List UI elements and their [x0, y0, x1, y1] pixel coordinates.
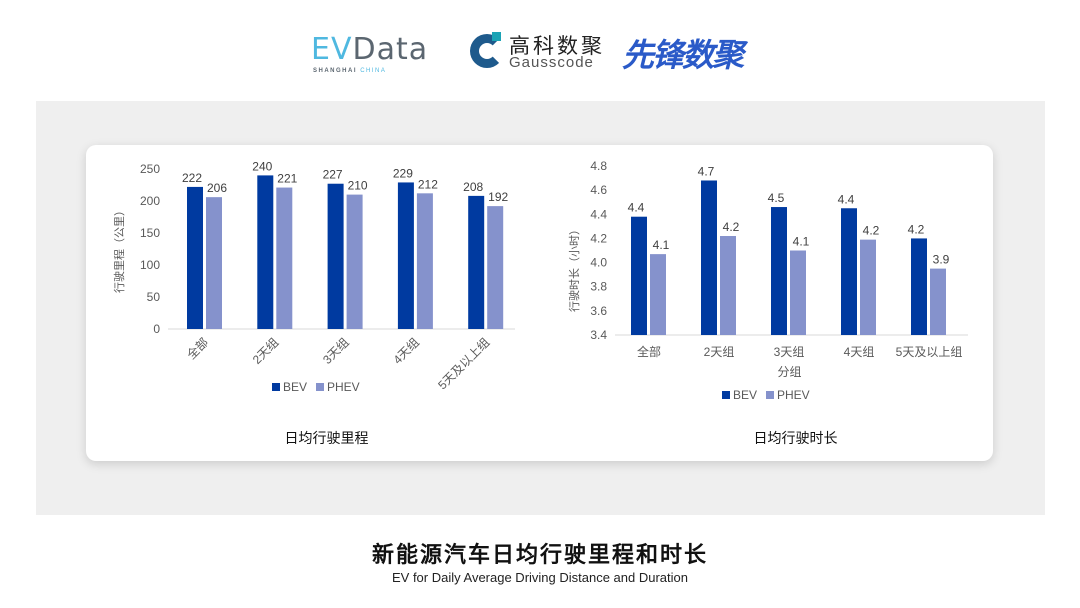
- y-tick-label: 250: [140, 162, 160, 176]
- y-tick-label: 0: [153, 322, 160, 336]
- xianfeng-logo: 先锋数聚: [622, 36, 744, 74]
- y-tick-label: 200: [140, 194, 160, 208]
- bar-phev: [416, 193, 433, 329]
- bar-bev: [327, 183, 344, 329]
- data-label: 229: [393, 166, 413, 180]
- x-axis-label: 分组: [777, 365, 801, 379]
- x-tick-label: 5天及以上组: [435, 335, 492, 392]
- x-tick-label: 4天组: [844, 345, 875, 359]
- bar-phev: [930, 268, 946, 335]
- data-label: 4.4: [628, 201, 645, 215]
- bar-phev: [860, 239, 876, 335]
- y-tick-label: 3.8: [590, 280, 607, 294]
- evdata-logo: EVData: [311, 32, 429, 67]
- bar-phev: [790, 250, 806, 335]
- y-tick-label: 4.2: [590, 231, 607, 245]
- legend-swatch-bev: [272, 383, 280, 391]
- bar-bev: [911, 238, 927, 335]
- gausscode-logo-square: [492, 32, 501, 41]
- y-axis-label: 行驶时长（小时）: [567, 224, 581, 312]
- y-tick-label: 3.4: [590, 328, 607, 342]
- legend-swatch-phev: [316, 383, 324, 391]
- data-label: 4.2: [863, 224, 880, 238]
- data-label: 221: [277, 172, 297, 186]
- data-label: 4.2: [908, 222, 925, 236]
- y-tick-label: 4.8: [590, 159, 607, 173]
- logo-bar: EVData SHANGHAI CHINA 高科数聚 Gausscode 先锋数…: [0, 24, 1080, 74]
- data-label: 4.1: [653, 238, 670, 252]
- legend-label-phev: PHEV: [327, 380, 360, 394]
- x-tick-label: 2天组: [250, 335, 282, 367]
- x-tick-label: 5天及以上组: [896, 345, 963, 359]
- bar-phev: [487, 206, 504, 329]
- x-tick-label: 3天组: [774, 345, 805, 359]
- gausscode-logo-en: Gausscode: [509, 54, 594, 71]
- x-tick-label: 全部: [637, 344, 661, 359]
- bar-phev: [276, 187, 293, 329]
- data-label: 4.5: [768, 191, 785, 205]
- bar-bev: [187, 186, 203, 329]
- x-tick-label: 全部: [184, 335, 212, 363]
- bar-bev: [841, 208, 857, 335]
- data-label: 210: [348, 179, 368, 193]
- bar-bev: [701, 180, 717, 335]
- legend-label-phev: PHEV: [777, 388, 810, 402]
- data-label: 4.1: [793, 235, 810, 249]
- y-tick-label: 4.6: [590, 183, 607, 197]
- x-tick-label: 2天组: [704, 345, 735, 359]
- y-tick-label: 150: [140, 226, 160, 240]
- bar-bev: [631, 216, 647, 335]
- data-label: 227: [323, 168, 343, 182]
- legend-label-bev: BEV: [733, 388, 757, 402]
- gausscode-logo-cn: 高科数聚: [509, 34, 605, 58]
- data-label: 3.9: [933, 253, 950, 267]
- x-tick-label: 4天组: [390, 335, 422, 367]
- y-tick-label: 4.0: [590, 256, 607, 270]
- bar-bev: [771, 207, 787, 335]
- data-label: 192: [488, 190, 508, 204]
- legend-swatch-phev: [766, 391, 774, 399]
- bar-phev: [346, 194, 363, 329]
- data-label: 240: [252, 159, 272, 173]
- bar-phev: [720, 236, 736, 335]
- bar-bev: [397, 182, 414, 329]
- bar-bev: [257, 175, 274, 329]
- y-tick-label: 50: [147, 290, 161, 304]
- page-subtitle: EV for Daily Average Driving Distance an…: [391, 570, 689, 585]
- gausscode-logo-icon: [470, 34, 504, 68]
- data-label: 4.7: [698, 164, 715, 178]
- data-label: 212: [418, 177, 438, 191]
- y-axis-label: 行驶里程（公里）: [112, 205, 126, 293]
- chart-title: 日均行驶里程: [285, 430, 369, 446]
- bar-phev: [206, 197, 222, 329]
- x-tick-label: 3天组: [320, 335, 352, 367]
- page-title: 新能源汽车日均行驶里程和时长: [371, 543, 708, 568]
- y-tick-label: 4.4: [590, 207, 607, 221]
- bar-phev: [650, 254, 666, 335]
- data-label: 4.4: [838, 192, 855, 206]
- chart-title: 日均行驶时长: [754, 430, 838, 446]
- y-tick-label: 3.6: [590, 304, 607, 318]
- data-label: 208: [463, 180, 483, 194]
- y-tick-label: 100: [140, 258, 160, 272]
- legend-swatch-bev: [722, 391, 730, 399]
- bar-bev: [468, 195, 485, 329]
- evdata-logo-sub: SHANGHAI CHINA: [313, 68, 387, 74]
- data-label: 206: [207, 181, 227, 195]
- data-label: 222: [182, 171, 202, 185]
- legend-label-bev: BEV: [283, 380, 307, 394]
- data-label: 4.2: [723, 220, 740, 234]
